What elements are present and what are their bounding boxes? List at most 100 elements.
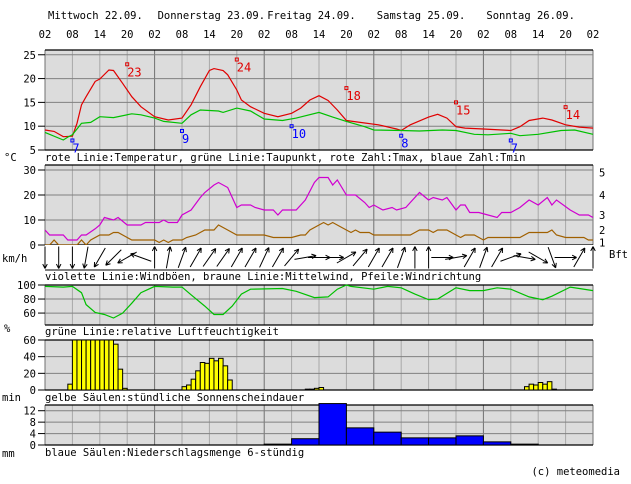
hour-label: 02: [258, 29, 271, 41]
sunshine-bar: [67, 383, 73, 391]
panel-caption: blaue Säulen:Niederschlagsmenge 6-stündi…: [45, 447, 304, 459]
tmax-label: 15: [456, 103, 470, 117]
precipitation-bar: [318, 403, 347, 446]
wind-direction-arrow: [528, 251, 549, 264]
precipitation-bar: [291, 438, 320, 446]
sunshine-bar: [85, 339, 92, 391]
y-tick-label: 100: [17, 280, 36, 292]
y-tick-label: 25: [23, 50, 36, 62]
tmin-label: 7: [72, 141, 79, 155]
wind-direction-arrow: [479, 246, 489, 269]
hour-label: 14: [422, 29, 435, 41]
y-tick-label: 10: [23, 121, 36, 133]
hour-label: 14: [93, 29, 106, 41]
wind-direction-arrow: [367, 247, 380, 268]
day-label: Samstag 25.09.: [377, 10, 466, 22]
hour-label: 20: [340, 29, 353, 41]
hour-label: 08: [504, 29, 517, 41]
wind-direction-arrow: [42, 246, 48, 269]
wind-direction-arrow: [463, 247, 476, 268]
dewpoint-line: [44, 107, 594, 141]
precipitation-bar: [263, 443, 293, 446]
tmax-label: 24: [237, 61, 251, 75]
day-label: Sonntag 26.09.: [486, 10, 575, 22]
sunshine-bar: [528, 383, 535, 391]
sunshine-bar: [94, 339, 101, 391]
y-tick-label: 20: [23, 190, 36, 202]
wind-direction-arrow: [554, 254, 577, 261]
precipitation-bar: [428, 437, 457, 446]
precipitation-bar: [455, 435, 484, 446]
tmin-marker: [508, 138, 513, 143]
y-tick-label: 15: [23, 97, 36, 109]
sunshine-bar: [524, 386, 530, 391]
wind-direction-arrow: [165, 246, 173, 269]
precipitation-bar: [510, 443, 539, 446]
hour-label: 02: [477, 29, 490, 41]
y-tick-label: 20: [23, 368, 36, 380]
wind-direction-arrow: [189, 247, 202, 268]
sunshine-bar: [227, 379, 233, 391]
hour-label: 14: [313, 29, 326, 41]
wind-direction-arrow: [547, 246, 557, 269]
sunshine-bar: [103, 339, 110, 391]
y-tick-label: 0: [30, 240, 36, 252]
wind-direction-arrow: [151, 246, 158, 269]
y-tick-label: 8: [30, 417, 36, 429]
wind-direction-arrow: [590, 246, 596, 269]
wind-direction-arrow: [284, 248, 300, 267]
wind-direction-arrow: [259, 247, 270, 268]
bft-tick-label: 3: [599, 210, 605, 222]
bft-tick-label: 4: [599, 190, 605, 202]
hour-label: 02: [587, 29, 600, 41]
hour-label: 02: [367, 29, 380, 41]
hour-label: 02: [39, 29, 52, 41]
wind-direction-arrow: [105, 249, 122, 266]
mean_wind-line: [45, 221, 593, 246]
tmin-label: 10: [292, 127, 306, 141]
unit-label: °C: [4, 152, 17, 164]
sunshine-bar: [208, 357, 215, 391]
sunshine-bar: [313, 387, 320, 391]
y-tick-label: 4: [30, 429, 36, 441]
unit-label: %: [4, 323, 11, 335]
hour-label: 08: [66, 29, 79, 41]
tmin-marker: [180, 128, 184, 133]
tmax-label: 23: [127, 65, 141, 79]
sunshine-bar: [90, 339, 96, 391]
tmin-marker: [70, 138, 75, 143]
wind-direction-arrow: [202, 248, 217, 267]
tmin-label: 7: [511, 141, 518, 155]
wind-direction-arrow: [491, 247, 504, 268]
sunshine-bar: [309, 388, 315, 391]
temperature-line: [44, 67, 594, 138]
sunshine-bar: [304, 388, 311, 391]
tmax-marker: [454, 100, 458, 105]
y-tick-label: 0: [30, 440, 36, 452]
tmax-label: 14: [566, 108, 580, 122]
wind-direction-arrow: [445, 253, 468, 260]
tmax-marker: [125, 62, 130, 67]
panel-caption: gelbe Säulen:stündliche Sonnenscheindaue…: [45, 392, 304, 404]
sunshine-bar: [108, 339, 115, 391]
tmin-marker: [289, 124, 294, 129]
bft-tick-label: 2: [599, 225, 605, 237]
y-tick-label: 10: [23, 215, 36, 227]
sunshine-bar: [218, 357, 224, 391]
tmin-label: 9: [182, 132, 189, 146]
unit-label: mm: [2, 448, 15, 460]
tmin-label: 8: [401, 137, 408, 151]
sunshine-bar: [181, 386, 188, 391]
bft-unit-label: Bft: [609, 249, 628, 261]
y-tick-label: 20: [23, 74, 36, 86]
sunshine-bar: [71, 339, 78, 391]
gust-line: [44, 176, 594, 241]
y-tick-label: 0: [30, 385, 36, 397]
wind-direction-arrow: [396, 246, 407, 269]
tmin-marker: [399, 133, 404, 138]
wind-direction-arrow: [177, 246, 187, 269]
sunshine-bar: [81, 339, 87, 391]
y-tick-label: 30: [23, 165, 36, 177]
unit-label: min: [2, 392, 21, 404]
